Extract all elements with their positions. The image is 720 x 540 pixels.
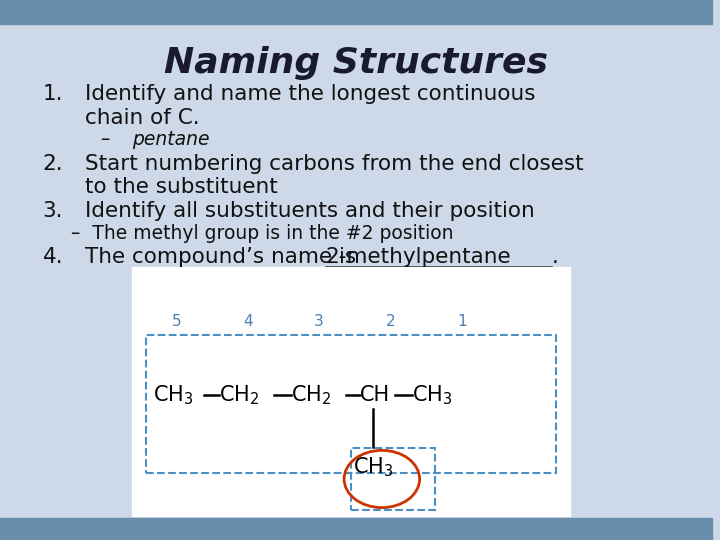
Text: 1: 1 <box>456 314 467 329</box>
Text: .: . <box>552 247 559 267</box>
Text: Naming Structures: Naming Structures <box>164 46 548 80</box>
Text: 3.: 3. <box>42 201 63 221</box>
Text: pentane: pentane <box>132 130 210 148</box>
Text: chain of C.: chain of C. <box>86 108 200 128</box>
Text: 4.: 4. <box>42 247 63 267</box>
Text: CH$_2$: CH$_2$ <box>220 383 260 407</box>
Text: CH: CH <box>360 385 390 406</box>
FancyBboxPatch shape <box>132 267 570 516</box>
Text: 2.: 2. <box>42 154 63 174</box>
Text: 1.: 1. <box>42 84 63 104</box>
Text: Identify and name the longest continuous: Identify and name the longest continuous <box>86 84 536 104</box>
Text: 4: 4 <box>243 314 253 329</box>
Text: Start numbering carbons from the end closest: Start numbering carbons from the end clo… <box>86 154 584 174</box>
Text: 5: 5 <box>172 314 181 329</box>
Text: 3: 3 <box>315 314 324 329</box>
Text: CH$_3$: CH$_3$ <box>353 455 394 479</box>
Text: 2: 2 <box>386 314 395 329</box>
Text: Identify all substituents and their position: Identify all substituents and their posi… <box>86 201 535 221</box>
Text: The compound’s name is: The compound’s name is <box>86 247 364 267</box>
Text: CH$_3$: CH$_3$ <box>412 383 452 407</box>
Text: –  The methyl group is in the #2 position: – The methyl group is in the #2 position <box>71 224 454 243</box>
Text: CH$_2$: CH$_2$ <box>291 383 331 407</box>
Text: Section 14.3: Section 14.3 <box>620 521 698 534</box>
Text: 2-methylpentane: 2-methylpentane <box>325 247 511 267</box>
Text: –: – <box>100 130 109 148</box>
Text: CH$_3$: CH$_3$ <box>153 383 194 407</box>
Text: to the substituent: to the substituent <box>86 177 278 197</box>
